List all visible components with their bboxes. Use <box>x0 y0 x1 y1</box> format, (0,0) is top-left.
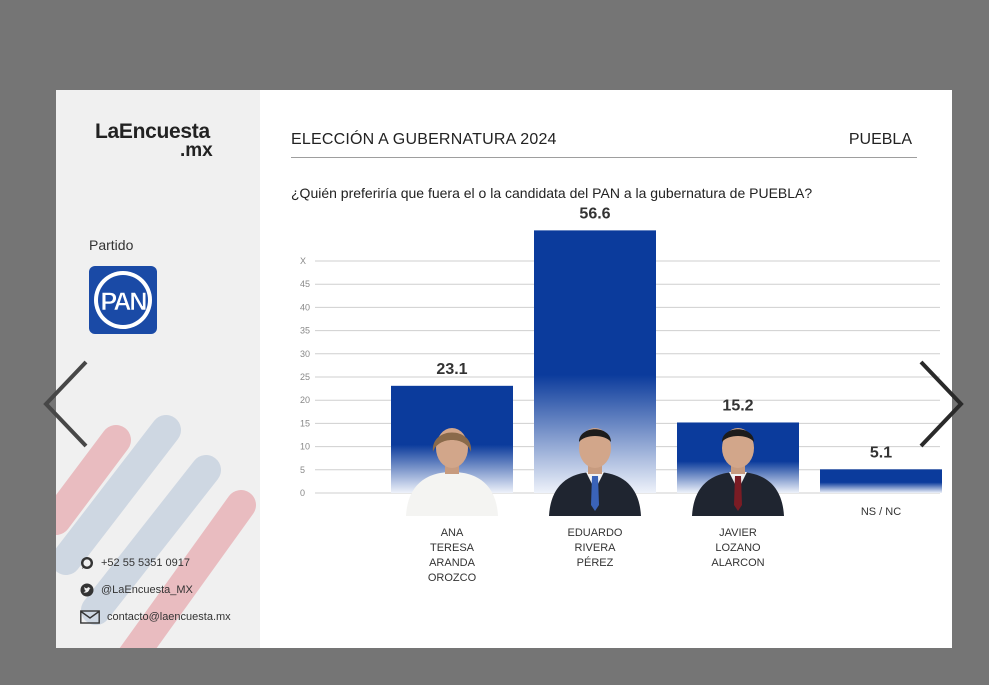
y-tick-label: 5 <box>300 465 305 475</box>
whatsapp-icon <box>81 557 93 569</box>
party-label: Partido <box>89 237 134 253</box>
y-tick-label: 20 <box>300 395 310 405</box>
y-tick-label: 10 <box>300 442 310 452</box>
y-tick-label: 45 <box>300 279 310 289</box>
page-title: ELECCIÓN A GUBERNATURA 2024 <box>291 131 557 148</box>
twitter-icon <box>80 583 94 597</box>
candidate-photo <box>692 428 784 516</box>
next-arrow-icon[interactable] <box>917 358 967 450</box>
decorative-stripe <box>56 425 131 535</box>
candidate-photo <box>406 428 498 516</box>
brand-logo: LaEncuesta <box>95 120 210 143</box>
category-label: EDUARDO <box>567 527 622 539</box>
region-label: PUEBLA <box>848 131 912 148</box>
bar-value-label: 23.1 <box>436 361 467 378</box>
header-divider <box>291 157 917 158</box>
poll-card: LaEncuesta .mx Partido PAN +52 55 5351 0… <box>56 90 952 648</box>
bar-chart: 0 5 10 15 20 25 30 35 40 45 X 23.1 ANA TERESA ARANDA OR… <box>300 205 942 584</box>
y-tick-label: 30 <box>300 349 310 359</box>
contact-twitter[interactable]: @LaEncuesta_MX <box>80 581 193 599</box>
decorative-stripes <box>56 415 256 648</box>
category-label: OROZCO <box>428 572 477 584</box>
category-label: PÉREZ <box>577 556 614 569</box>
category-label: JAVIER <box>719 527 757 539</box>
category-label: RIVERA <box>575 542 617 554</box>
y-tick-label: 40 <box>300 302 310 312</box>
decorative-stripe <box>56 415 181 575</box>
svg-text:PAN: PAN <box>101 288 147 316</box>
main-content: ELECCIÓN A GUBERNATURA 2024 PUEBLA ¿Quié… <box>260 90 952 648</box>
category-label: ANA <box>441 527 464 539</box>
y-tick-label: 25 <box>300 372 310 382</box>
category-label: NS / NC <box>861 506 901 518</box>
y-tick-label: 35 <box>300 326 310 336</box>
bar <box>820 469 942 493</box>
contact-twitter-text: @LaEncuesta_MX <box>101 584 193 596</box>
category-label: TERESA <box>430 542 475 554</box>
contact-email[interactable]: contacto@laencuesta.mx <box>80 608 231 626</box>
sidebar: LaEncuesta .mx Partido PAN +52 55 5351 0… <box>56 90 260 648</box>
category-label: LOZANO <box>715 542 761 554</box>
brand-logo-domain: .mx <box>180 140 213 161</box>
contact-phone-text: +52 55 5351 0917 <box>101 557 191 569</box>
bar-value-label: 5.1 <box>870 444 892 461</box>
bar-value-label: 56.6 <box>579 205 610 222</box>
mail-icon <box>80 610 100 624</box>
category-label: ARANDA <box>429 557 476 569</box>
poll-question: ¿Quién preferiría que fuera el o la cand… <box>291 185 813 201</box>
contact-email-text: contacto@laencuesta.mx <box>107 611 231 623</box>
category-label: ALARCON <box>711 557 764 569</box>
y-tick-label: 0 <box>300 488 305 498</box>
prev-arrow-icon[interactable] <box>40 358 90 450</box>
y-tick-label: X <box>300 256 306 266</box>
decorative-stripe <box>81 455 221 625</box>
y-tick-label: 15 <box>300 418 310 428</box>
contact-phone[interactable]: +52 55 5351 0917 <box>80 554 190 572</box>
decorative-stripe <box>119 490 256 648</box>
pan-party-logo: PAN <box>89 266 157 334</box>
bar-value-label: 15.2 <box>722 397 753 414</box>
candidate-photo <box>549 428 641 516</box>
